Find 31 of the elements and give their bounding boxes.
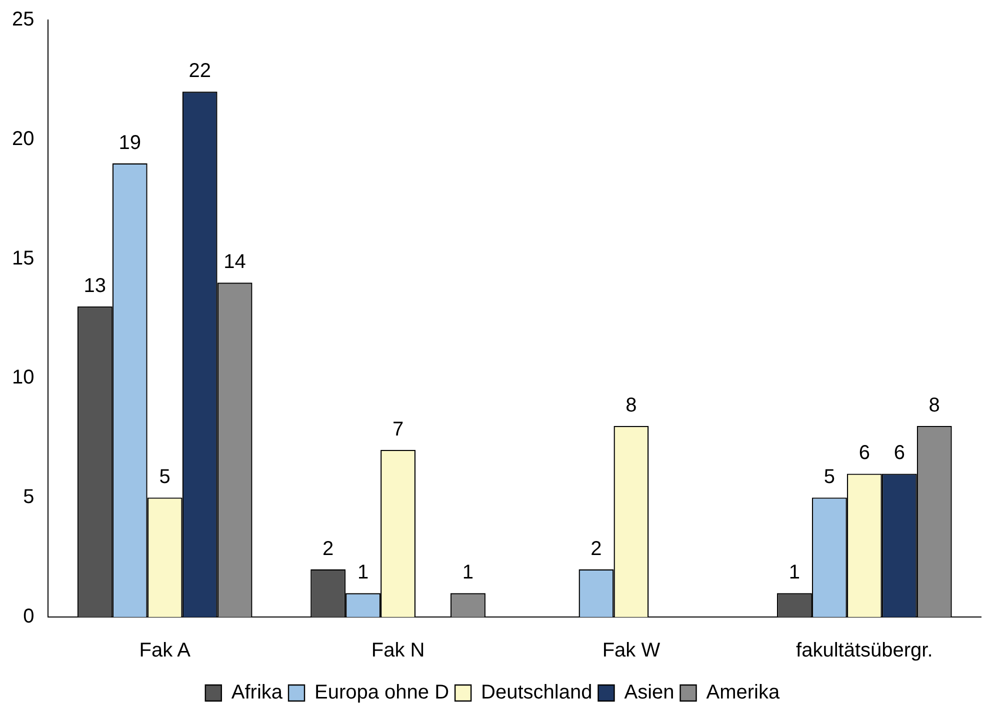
- x-tick-label: Fak N: [371, 640, 425, 662]
- data-label: 2: [590, 538, 602, 560]
- y-tick-label: 20: [12, 128, 34, 150]
- data-label: 8: [626, 394, 637, 416]
- y-tick-label: 5: [23, 486, 34, 508]
- data-label: 7: [392, 418, 404, 440]
- data-label: 5: [824, 466, 835, 488]
- x-tick-label: Fak W: [602, 640, 660, 662]
- legend-label: Asien: [624, 682, 674, 704]
- data-label: 19: [118, 132, 141, 154]
- data-label: 1: [357, 562, 369, 584]
- y-tick-label: 25: [12, 8, 34, 31]
- data-label: 1: [462, 562, 474, 584]
- data-label: 6: [858, 442, 870, 464]
- legend-label: Afrika: [231, 682, 284, 704]
- x-tick-label: Fak A: [139, 640, 192, 662]
- x-tick-label: fakultätsübergr.: [796, 640, 933, 662]
- data-label: 14: [224, 251, 246, 274]
- data-label: 2: [322, 538, 334, 560]
- y-tick-label: 0: [23, 606, 34, 628]
- data-label: 1: [788, 562, 800, 584]
- y-tick-label: 15: [12, 247, 34, 270]
- legend-label: Deutschland: [481, 682, 592, 704]
- data-label: 6: [894, 442, 905, 464]
- data-label: 5: [159, 466, 170, 488]
- data-label: 13: [84, 275, 106, 298]
- data-label: 22: [188, 60, 211, 82]
- legend-label: Europa ohne D: [314, 682, 450, 704]
- data-label: 8: [928, 394, 940, 416]
- y-tick-label: 10: [12, 366, 34, 389]
- legend-label: Amerika: [706, 682, 780, 704]
